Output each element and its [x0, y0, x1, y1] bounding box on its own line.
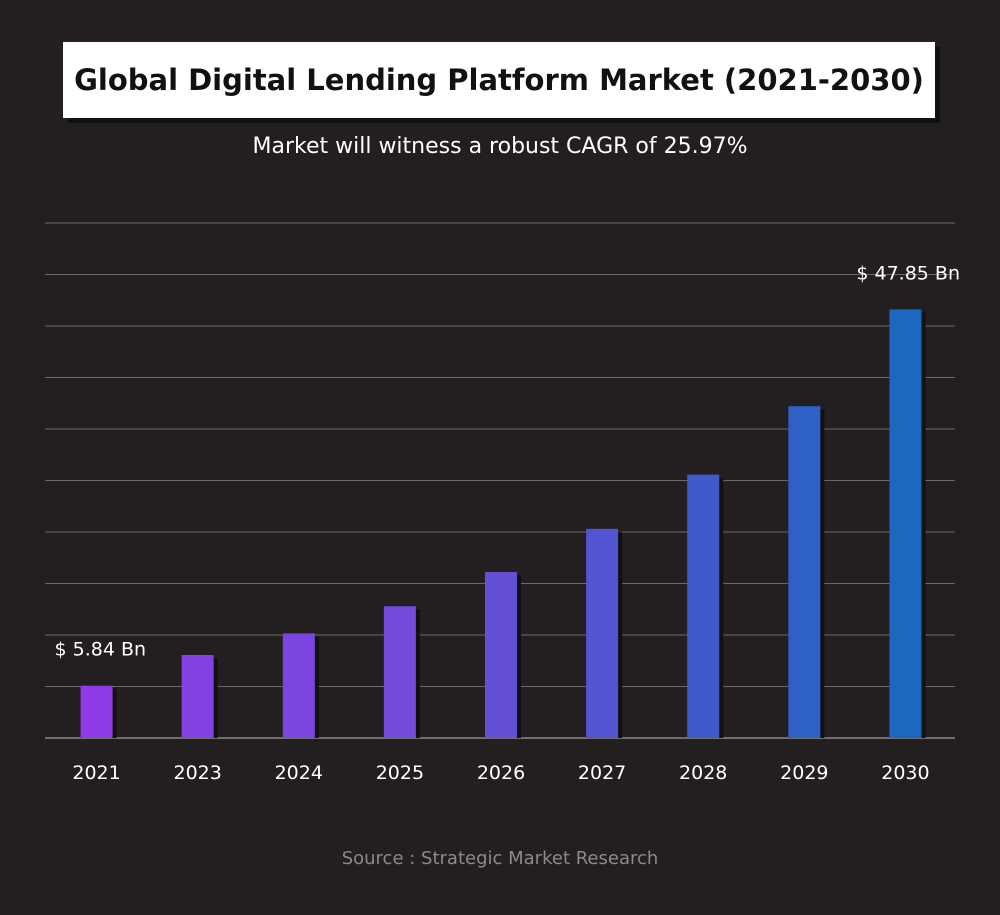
bar-2023: [181, 654, 214, 738]
bar-2028: [687, 474, 720, 738]
x-tick-labels: 2021 2023 2024 2025 2026 2027 2028 2029 2030: [72, 762, 929, 784]
bar-2024: [282, 633, 315, 738]
bar-2021: [80, 685, 113, 738]
x-tick-label: 2028: [679, 762, 727, 784]
x-tick-label: 2025: [376, 762, 424, 784]
data-label: $ 47.85 Bn: [856, 262, 960, 284]
data-label: $ 5.84 Bn: [55, 639, 147, 661]
title-box: Global Digital Lending Platform Market (…: [63, 42, 935, 118]
x-tick-label: 2024: [275, 762, 323, 784]
data-labels: $ 5.84 Bn $ 47.85 Bn: [55, 262, 960, 660]
source-note: Source : Strategic Market Research: [341, 848, 659, 869]
x-tick-label: 2030: [881, 762, 929, 784]
chart-subtitle: Market will witness a robust CAGR of 25.…: [252, 134, 748, 159]
x-tick-label: 2027: [578, 762, 626, 784]
x-tick-label: 2026: [477, 762, 525, 784]
bars: [80, 309, 926, 738]
bar-2029: [788, 406, 821, 738]
x-tick-label: 2029: [780, 762, 828, 784]
bar-2026: [485, 572, 517, 738]
bar-2025: [383, 606, 416, 738]
x-tick-label: 2023: [173, 762, 221, 784]
chart-title: Global Digital Lending Platform Market (…: [74, 63, 924, 97]
bar-2030: [889, 309, 922, 738]
x-tick-label: 2021: [72, 762, 120, 784]
bar-2027: [586, 528, 619, 738]
